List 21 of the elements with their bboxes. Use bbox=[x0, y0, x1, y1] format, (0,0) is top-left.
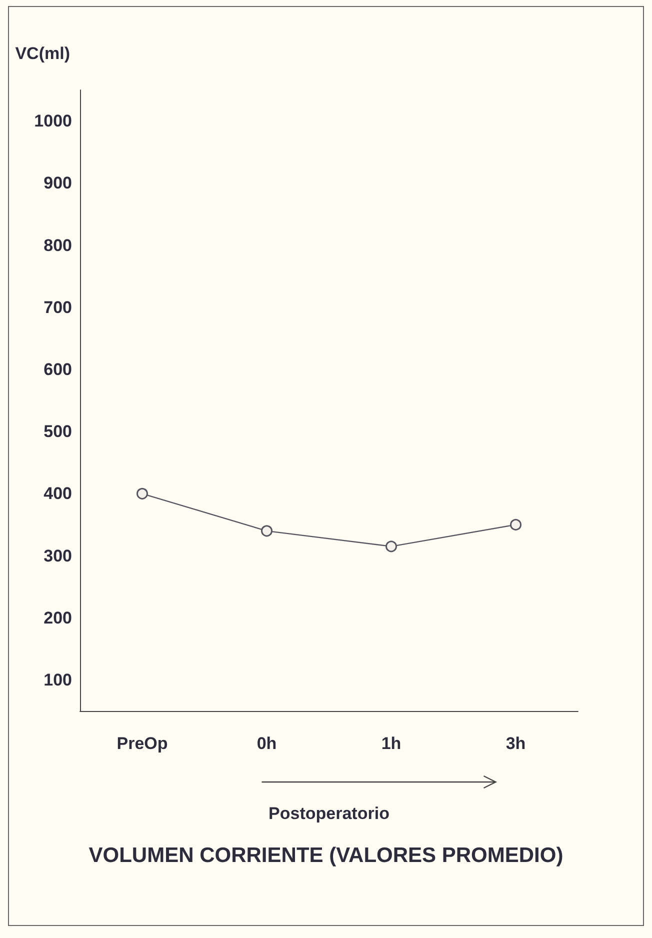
x-tick-label: 3h bbox=[506, 734, 526, 753]
y-tick-label: 1000 bbox=[34, 112, 72, 131]
y-tick-label: 800 bbox=[44, 236, 72, 255]
y-tick-label: 200 bbox=[44, 608, 72, 628]
x-axis-title: Postoperatorio bbox=[268, 804, 390, 823]
x-tick-label: PreOp bbox=[116, 734, 168, 753]
point bbox=[136, 488, 148, 500]
point bbox=[510, 518, 522, 530]
y-tick-label: 100 bbox=[44, 670, 72, 690]
y-axis-title: VC(ml) bbox=[15, 44, 70, 63]
y-tick-label: 300 bbox=[44, 546, 72, 566]
y-tick-label: 900 bbox=[44, 174, 72, 193]
text: VOLUMEN CORRIENTE (VALORES PROMEDIO) bbox=[88, 844, 564, 867]
y-tick-label: 400 bbox=[44, 484, 72, 504]
y-tick-label: 600 bbox=[44, 360, 72, 379]
y-tick-label: 500 bbox=[44, 422, 72, 442]
x-tick-label: 1h bbox=[381, 734, 402, 753]
point bbox=[261, 525, 272, 537]
y-tick-label: 700 bbox=[44, 298, 72, 317]
x-tick-label: 0h bbox=[256, 734, 277, 753]
point bbox=[386, 540, 397, 552]
